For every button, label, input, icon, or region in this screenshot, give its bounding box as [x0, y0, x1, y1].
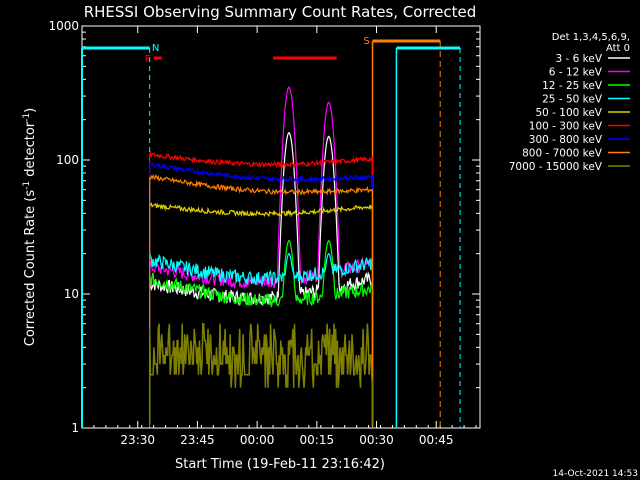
y-tick-label: 100	[56, 153, 79, 167]
series-line-s8	[149, 174, 374, 426]
legend-header-line: Det 1,3,4,5,6,9,	[552, 32, 630, 43]
series-line-s6	[149, 150, 374, 426]
legend-label-s4: 25 - 50 keV	[542, 94, 603, 106]
footer-date: 14-Oct-2021 14:53	[553, 469, 638, 479]
legend-label-s8: 800 - 7000 keV	[522, 148, 603, 160]
legend-label-s7: 300 - 800 keV	[529, 134, 603, 146]
x-tick-label: 00:00	[240, 433, 275, 447]
flag-N: N	[152, 43, 159, 54]
y-axis-label-part2: detector	[23, 121, 38, 181]
y-tick-label: 1	[71, 421, 79, 435]
legend-header-line: Att 0	[606, 43, 630, 54]
x-tick-label: 00:30	[359, 433, 394, 447]
flag-F: F	[145, 54, 151, 65]
x-tick-label: 00:45	[419, 433, 454, 447]
y-axis-label-sup1: -1	[22, 181, 32, 190]
series-line-s9	[148, 322, 374, 426]
x-axis-label: Start Time (19-Feb-11 23:16:42)	[175, 457, 385, 472]
series-line-s3	[149, 239, 374, 426]
legend-label-s2: 6 - 12 keV	[549, 67, 603, 79]
series-line-s5	[149, 201, 374, 426]
plot-area: 1 10 100 1000 23:30 23:45 00:00 00:15 00:30 00:45…	[48, 19, 481, 447]
legend: Det 1,3,4,5,6,9,Att 0 3 - 6 keV 6 - 12 keV…	[509, 32, 630, 173]
y-axis-label-part1: Corrected Count Rate (s	[23, 190, 38, 347]
legend-label-s9: 7000 - 15000 keV	[509, 161, 603, 173]
legend-label-s1: 3 - 6 keV	[555, 53, 602, 65]
y-tick-label: 1000	[48, 19, 79, 33]
series-line-s7	[149, 161, 374, 426]
y-axis-label-part3: )	[23, 108, 38, 113]
series-line-s4	[149, 252, 374, 426]
chart-title: RHESSI Observing Summary Count Rates, Co…	[84, 3, 477, 21]
legend-label-s3: 12 - 25 keV	[542, 80, 603, 92]
legend-label-s6: 100 - 300 keV	[529, 121, 603, 133]
flag-S: S	[363, 36, 369, 47]
x-tick-label: 23:45	[180, 433, 215, 447]
y-axis-label: Corrected Count Rate (s-1 detector-1)	[22, 108, 38, 346]
x-tick-label: 23:30	[120, 433, 155, 447]
y-tick-label: 10	[64, 287, 79, 301]
x-tick-label: 00:15	[300, 433, 335, 447]
legend-label-s5: 50 - 100 keV	[535, 107, 602, 119]
y-axis-label-sup2: -1	[22, 113, 32, 122]
